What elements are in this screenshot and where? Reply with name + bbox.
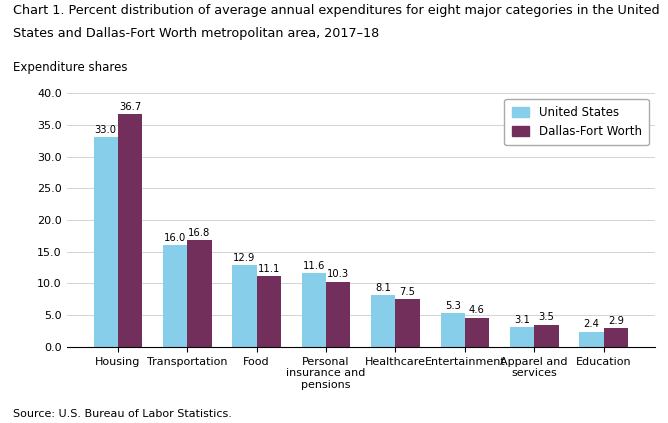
- Text: 7.5: 7.5: [399, 287, 415, 297]
- Bar: [510, 327, 534, 347]
- Text: States and Dallas-Fort Worth metropolitan area, 2017–18: States and Dallas-Fort Worth metropolita…: [13, 27, 379, 41]
- Text: 3.1: 3.1: [514, 315, 530, 325]
- Text: 2.4: 2.4: [584, 319, 599, 330]
- Bar: [232, 265, 257, 347]
- Text: 16.8: 16.8: [188, 228, 210, 238]
- Bar: [440, 313, 465, 347]
- Text: 8.1: 8.1: [375, 283, 391, 293]
- Text: 12.9: 12.9: [233, 253, 256, 263]
- Text: 36.7: 36.7: [119, 102, 141, 112]
- Text: 2.9: 2.9: [608, 316, 624, 326]
- Text: 10.3: 10.3: [327, 269, 349, 279]
- Legend: United States, Dallas-Fort Worth: United States, Dallas-Fort Worth: [504, 99, 649, 145]
- Bar: [187, 240, 212, 347]
- Bar: [465, 318, 489, 347]
- Text: 33.0: 33.0: [95, 125, 117, 135]
- Text: Source: U.S. Bureau of Labor Statistics.: Source: U.S. Bureau of Labor Statistics.: [13, 409, 232, 419]
- Text: 11.1: 11.1: [258, 264, 280, 274]
- Bar: [395, 299, 420, 347]
- Text: 11.6: 11.6: [303, 261, 325, 271]
- Text: Expenditure shares: Expenditure shares: [13, 61, 128, 74]
- Bar: [579, 332, 604, 347]
- Bar: [371, 296, 395, 347]
- Text: 5.3: 5.3: [445, 301, 461, 311]
- Bar: [163, 245, 187, 347]
- Bar: [302, 273, 326, 347]
- Text: Chart 1. Percent distribution of average annual expenditures for eight major cat: Chart 1. Percent distribution of average…: [13, 4, 660, 17]
- Bar: [604, 328, 628, 347]
- Text: 16.0: 16.0: [164, 233, 186, 243]
- Text: 3.5: 3.5: [538, 313, 554, 322]
- Bar: [118, 114, 142, 347]
- Text: 4.6: 4.6: [469, 305, 485, 316]
- Bar: [534, 325, 558, 347]
- Bar: [94, 137, 118, 347]
- Bar: [257, 277, 281, 347]
- Bar: [326, 282, 350, 347]
